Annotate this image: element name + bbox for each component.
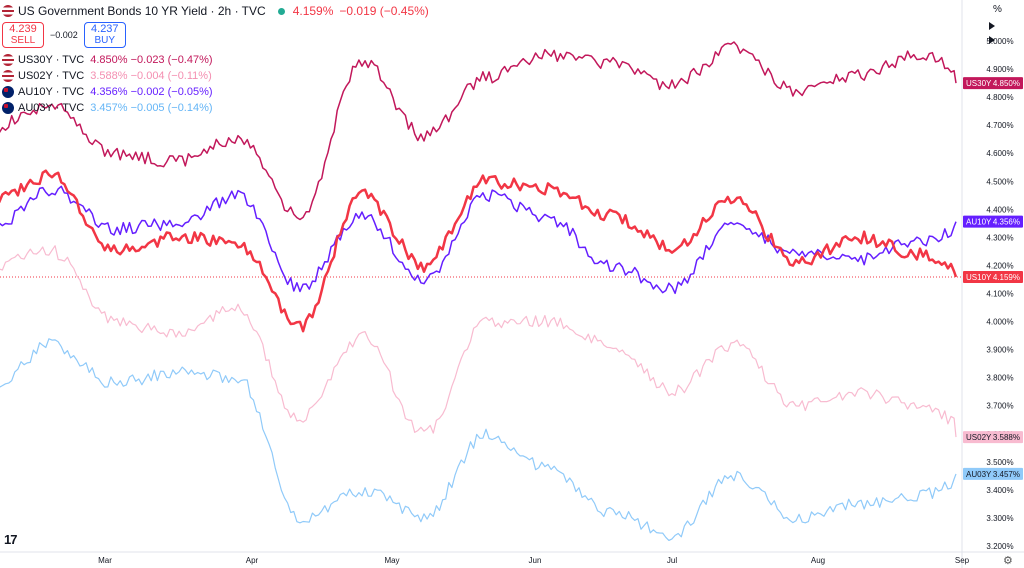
- legend-value: 3.588% −0.004 (−0.11%): [90, 70, 212, 82]
- x-tick-label: May: [384, 556, 399, 565]
- legend-row-au10y[interactable]: AU10Y · TVC 4.356% −0.002 (−0.05%): [2, 84, 429, 100]
- y-tick-label: 3.400%: [986, 486, 1013, 495]
- sell-button[interactable]: 4.239 SELL: [2, 22, 44, 48]
- y-tick-label: 3.300%: [986, 514, 1013, 523]
- legend-symbol: AU03Y · TVC: [18, 102, 85, 114]
- price-tag-au03y: [963, 467, 1023, 480]
- price-tag-label: AU03Y: [966, 470, 992, 479]
- y-tick-label: 4.200%: [986, 261, 1013, 270]
- price-tag-label: US30Y: [966, 79, 992, 88]
- price-tag-label: AU10Y: [966, 218, 992, 227]
- gear-icon[interactable]: ⚙: [1003, 555, 1013, 567]
- series-line-us02y: [0, 245, 957, 438]
- price-tag-value: 4.159%: [993, 273, 1020, 282]
- legend-symbol: AU10Y · TVC: [18, 86, 85, 98]
- main-change: −0.019 (−0.45%): [339, 4, 429, 18]
- legend-value: 4.850% −0.023 (−0.47%): [90, 54, 213, 66]
- main-series-title[interactable]: US Government Bonds 10 YR Yield · 2h · T…: [2, 2, 429, 20]
- series-line-us10y: [0, 169, 958, 333]
- y-tick-label: 5.000%: [986, 37, 1013, 46]
- price-tag-au10y: [963, 215, 1023, 228]
- price-tag-us02y: [963, 431, 1023, 444]
- us-flag-icon: [2, 5, 14, 17]
- main-symbol: US Government Bonds 10 YR Yield · 2h · T…: [18, 4, 266, 18]
- legend: US Government Bonds 10 YR Yield · 2h · T…: [2, 2, 429, 116]
- sell-label: SELL: [10, 35, 36, 46]
- y-tick-label: 4.700%: [986, 121, 1013, 130]
- y-tick-label: 4.100%: [986, 290, 1013, 299]
- price-tag-value: 4.850%: [993, 79, 1020, 88]
- legend-symbol: US02Y · TVC: [18, 70, 85, 82]
- price-tag-label: US02Y: [966, 433, 992, 442]
- y-tick-label: 3.500%: [986, 458, 1013, 467]
- y-tick-label: 4.800%: [986, 93, 1013, 102]
- legend-value: 4.356% −0.002 (−0.05%): [90, 86, 213, 98]
- series-line-au03y: [0, 338, 957, 541]
- legend-row-au03y[interactable]: AU03Y · TVC 3.457% −0.005 (−0.14%): [2, 100, 429, 116]
- x-tick-label: Aug: [811, 556, 825, 565]
- price-tag-value: 3.588%: [993, 433, 1020, 442]
- y-tick-label: 4.000%: [986, 318, 1013, 327]
- y-tick-label: 4.400%: [986, 205, 1013, 214]
- percent-scale-button[interactable]: %: [993, 4, 1002, 15]
- buy-price: 4.237: [91, 23, 119, 35]
- main-price: 4.159%: [292, 4, 334, 18]
- series-line-us30y: [0, 41, 957, 221]
- au-flag-icon: [2, 102, 14, 114]
- y-tick-label: 3.800%: [986, 374, 1013, 383]
- y-tick-label: 3.700%: [986, 402, 1013, 411]
- x-tick-label: Jun: [529, 556, 542, 565]
- price-tag-label: US10Y: [966, 273, 992, 282]
- legend-symbol: US30Y · TVC: [18, 54, 85, 66]
- legend-row-us02y[interactable]: US02Y · TVC 3.588% −0.004 (−0.11%): [2, 68, 429, 84]
- tradingview-logo: 17: [4, 532, 18, 547]
- y-tick-label: 4.300%: [986, 233, 1013, 242]
- y-tick-label: 4.900%: [986, 65, 1013, 74]
- x-tick-label: Jul: [667, 556, 677, 565]
- buy-label: BUY: [94, 35, 116, 46]
- legend-value: 3.457% −0.005 (−0.14%): [90, 102, 213, 114]
- y-tick-label: 4.500%: [986, 177, 1013, 186]
- sell-price: 4.239: [9, 23, 37, 35]
- market-open-dot-icon: [277, 7, 285, 15]
- au-flag-icon: [2, 86, 14, 98]
- x-tick-label: Sep: [955, 556, 970, 565]
- series-line-au10y: [0, 185, 957, 295]
- price-tag-value: 3.457%: [993, 470, 1020, 479]
- y-tick-label: 3.200%: [986, 542, 1013, 551]
- spread: −0.002: [50, 30, 78, 40]
- x-tick-label: Apr: [246, 556, 259, 565]
- play-arrow-icon[interactable]: [989, 36, 995, 44]
- price-tag-us10y: [963, 270, 1023, 283]
- price-tag-value: 4.356%: [993, 218, 1020, 227]
- us-flag-icon: [2, 54, 14, 66]
- play-arrow-icon[interactable]: [989, 22, 995, 30]
- legend-row-us30y[interactable]: US30Y · TVC 4.850% −0.023 (−0.47%): [2, 52, 429, 68]
- y-tick-label: 3.900%: [986, 346, 1013, 355]
- y-tick-label: 4.600%: [986, 149, 1013, 158]
- buy-button[interactable]: 4.237 BUY: [83, 22, 126, 48]
- trade-buttons: 4.239 SELL −0.002 4.237 BUY: [2, 22, 429, 48]
- x-tick-label: Mar: [98, 556, 112, 565]
- us-flag-icon: [2, 70, 14, 82]
- price-tag-us30y: [963, 77, 1023, 90]
